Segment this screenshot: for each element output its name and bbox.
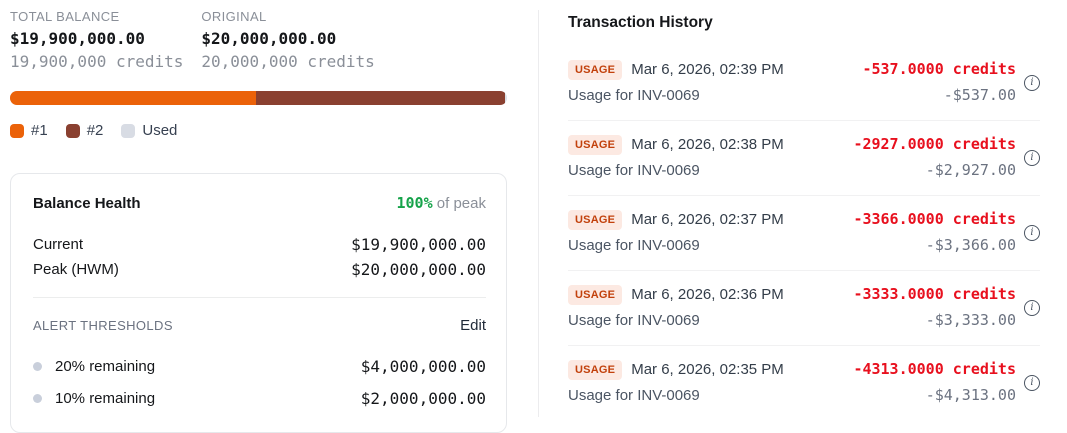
legend-swatch-brown	[65, 123, 80, 138]
threshold-label: 20% remaining	[55, 358, 156, 375]
usage-badge: USAGE	[568, 284, 623, 305]
transaction-credits-amount: -3366.0000 credits	[853, 210, 1016, 228]
peak-percent-suffix: of peak	[432, 195, 486, 212]
current-balance-row: Current $19,900,000.00	[33, 232, 486, 257]
original-usd: $20,000,000.00	[201, 29, 337, 48]
threshold-value: $2,000,000.00	[360, 389, 486, 408]
balance-health-rows: Current $19,900,000.00 Peak (HWM) $20,00…	[33, 232, 486, 282]
alert-thresholds-label: ALERT THRESHOLDS	[33, 318, 173, 333]
legend-item-1: #1	[10, 122, 48, 139]
transaction-description: Usage for INV-0069	[568, 87, 700, 104]
current-value: $19,900,000.00	[351, 235, 486, 254]
transaction-date: Mar 6, 2026, 02:37 PM	[631, 211, 784, 228]
threshold-row-20: 20% remaining $4,000,000.00	[33, 357, 486, 376]
balance-health-title: Balance Health	[33, 195, 141, 212]
info-icon[interactable]: i	[1024, 374, 1040, 391]
transaction-usd-amount: -$4,313.00	[925, 386, 1016, 404]
transaction-credits-amount: -3333.0000 credits	[853, 285, 1016, 303]
original-balance-block: ORIGINAL $20,000,000.00 20,000,000 credi…	[201, 8, 374, 72]
peak-hwm-label: Peak (HWM)	[33, 261, 119, 278]
transaction-date: Mar 6, 2026, 02:38 PM	[631, 136, 784, 153]
transaction-usd-amount: -$537.00	[943, 86, 1016, 104]
legend-item-used: Used	[121, 122, 177, 139]
credit-usage-progress-bar	[10, 91, 507, 105]
threshold-label: 10% remaining	[55, 390, 156, 407]
transaction-credits-amount: -537.0000 credits	[862, 60, 1016, 78]
original-credits: 20,000,000 credits	[201, 52, 375, 71]
transaction-usd-amount: -$3,333.00	[925, 311, 1016, 329]
total-balance-block: TOTAL BALANCE $19,900,000.00 19,900,000 …	[10, 8, 183, 72]
peak-hwm-row: Peak (HWM) $20,000,000.00	[33, 257, 486, 282]
legend-label: Used	[142, 122, 178, 139]
legend-label: #2	[86, 122, 104, 139]
legend-swatch-orange	[10, 123, 24, 138]
info-icon[interactable]: i	[1024, 299, 1040, 316]
progress-segment-1	[10, 91, 256, 105]
progress-segment-2	[256, 91, 505, 105]
transaction-usd-amount: -$2,927.00	[925, 161, 1016, 179]
transaction-credits-amount: -4313.0000 credits	[853, 360, 1016, 378]
usage-badge: USAGE	[568, 359, 623, 380]
alert-thresholds-header: ALERT THRESHOLDS Edit	[33, 317, 486, 334]
info-icon[interactable]: i	[1024, 74, 1040, 91]
threshold-dot-icon	[33, 394, 42, 403]
transaction-history-panel: Transaction History USAGE Mar 6, 2026, 0…	[568, 6, 1040, 420]
threshold-row-10: 10% remaining $2,000,000.00	[33, 389, 486, 408]
balance-summary: TOTAL BALANCE $19,900,000.00 19,900,000 …	[10, 8, 508, 72]
usage-badge: USAGE	[568, 134, 623, 155]
peak-percent-readout: 100% of peak	[397, 194, 487, 212]
usage-badge: USAGE	[568, 59, 623, 80]
current-label: Current	[33, 236, 84, 253]
total-balance-credits: 19,900,000 credits	[10, 52, 184, 71]
transaction-list: USAGE Mar 6, 2026, 02:39 PM Usage for IN…	[568, 46, 1040, 420]
threshold-list: 20% remaining $4,000,000.00 10% remainin…	[33, 357, 486, 408]
peak-percent-value: 100%	[396, 194, 433, 212]
transaction-credits-amount: -2927.0000 credits	[853, 135, 1016, 153]
transaction-row[interactable]: USAGE Mar 6, 2026, 02:35 PM Usage for IN…	[568, 345, 1040, 420]
transaction-description: Usage for INV-0069	[568, 387, 700, 404]
transaction-date: Mar 6, 2026, 02:39 PM	[631, 61, 784, 78]
threshold-dot-icon	[33, 362, 42, 371]
transaction-usd-amount: -$3,366.00	[925, 236, 1016, 254]
edit-thresholds-button[interactable]: Edit	[460, 317, 486, 334]
balance-health-card: Balance Health 100% of peak Current $19,…	[10, 173, 507, 433]
transaction-row[interactable]: USAGE Mar 6, 2026, 02:37 PM Usage for IN…	[568, 195, 1040, 270]
balance-health-header: Balance Health 100% of peak	[33, 194, 486, 212]
transaction-description: Usage for INV-0069	[568, 237, 700, 254]
progress-legend: #1 #2 Used	[10, 122, 508, 139]
card-divider	[33, 297, 486, 298]
info-icon[interactable]: i	[1024, 149, 1040, 166]
balance-panel: TOTAL BALANCE $19,900,000.00 19,900,000 …	[10, 8, 508, 433]
transaction-date: Mar 6, 2026, 02:35 PM	[631, 361, 784, 378]
transaction-row[interactable]: USAGE Mar 6, 2026, 02:36 PM Usage for IN…	[568, 270, 1040, 345]
legend-label: #1	[31, 122, 48, 139]
transaction-history-title: Transaction History	[568, 14, 713, 31]
total-balance-label: TOTAL BALANCE	[10, 9, 120, 24]
info-icon[interactable]: i	[1024, 224, 1040, 241]
transaction-row[interactable]: USAGE Mar 6, 2026, 02:38 PM Usage for IN…	[568, 120, 1040, 195]
legend-swatch-used	[121, 123, 136, 138]
total-balance-usd: $19,900,000.00	[10, 29, 145, 48]
original-label: ORIGINAL	[201, 9, 267, 24]
transaction-row[interactable]: USAGE Mar 6, 2026, 02:39 PM Usage for IN…	[568, 46, 1040, 120]
transaction-date: Mar 6, 2026, 02:36 PM	[631, 286, 784, 303]
peak-hwm-value: $20,000,000.00	[351, 260, 486, 279]
transaction-description: Usage for INV-0069	[568, 312, 700, 329]
usage-badge: USAGE	[568, 209, 623, 230]
legend-item-2: #2	[65, 122, 104, 139]
transaction-description: Usage for INV-0069	[568, 162, 700, 179]
panel-divider	[538, 10, 539, 417]
threshold-value: $4,000,000.00	[360, 357, 486, 376]
